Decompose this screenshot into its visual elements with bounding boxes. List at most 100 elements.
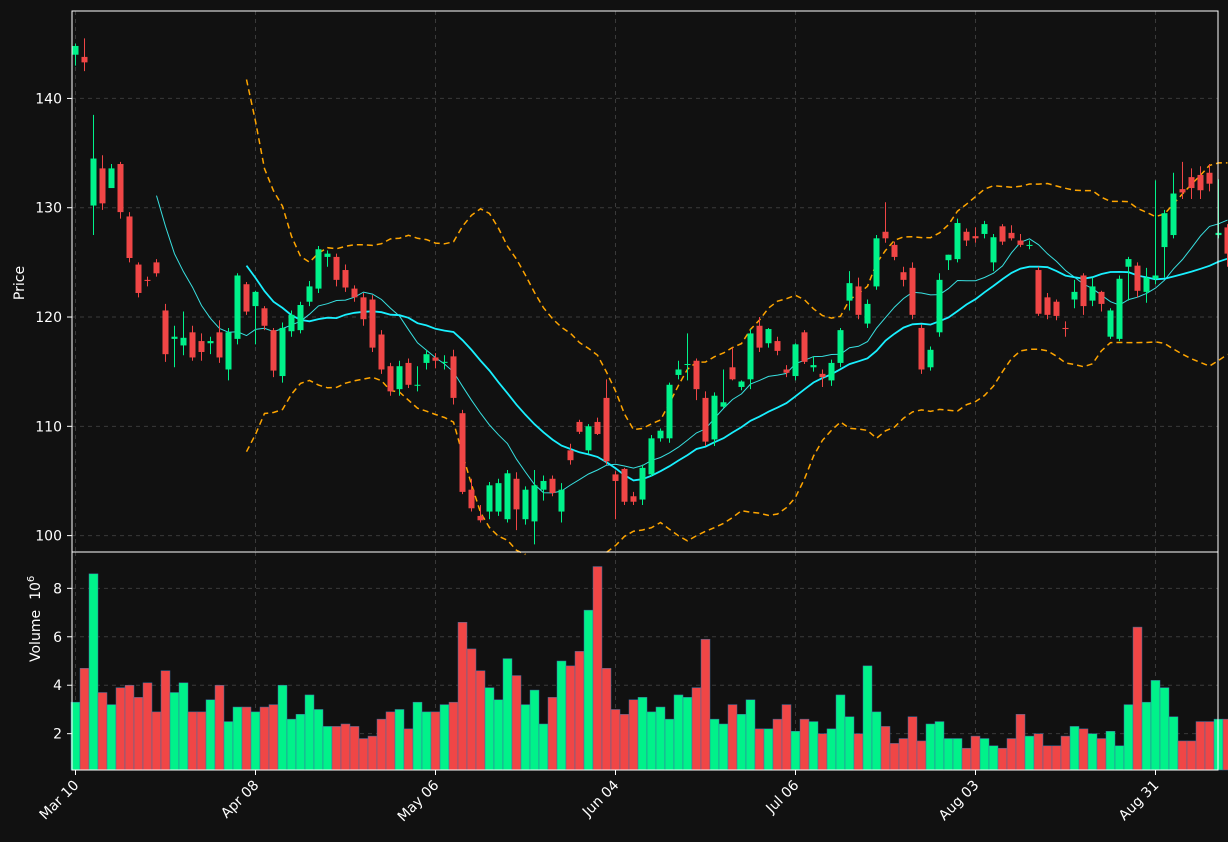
volume-bar xyxy=(133,697,144,771)
volume-bar xyxy=(646,711,657,771)
candle-body xyxy=(1107,310,1114,337)
volume-bar xyxy=(88,573,99,771)
candle-body xyxy=(684,364,691,366)
candle-body xyxy=(918,327,925,370)
volume-bar xyxy=(268,704,279,771)
volume-bar xyxy=(223,721,234,771)
candle-body xyxy=(612,474,619,481)
volume-bar xyxy=(1042,745,1053,771)
volume-bar xyxy=(628,699,639,771)
volume-label-exponent: 6 xyxy=(26,576,37,582)
volume-bar xyxy=(700,638,711,771)
candle-body xyxy=(324,253,331,257)
bollinger-lower xyxy=(245,341,1228,556)
volume-bar xyxy=(196,711,207,771)
candle-body xyxy=(999,226,1006,242)
candle-body xyxy=(1062,327,1069,330)
candle-body xyxy=(936,279,943,333)
candle-body xyxy=(297,304,304,331)
candle-body xyxy=(549,478,556,493)
candle-body xyxy=(72,45,79,55)
bollinger-upper xyxy=(245,79,1228,431)
volume-bar xyxy=(529,689,540,771)
candle-body xyxy=(963,231,970,241)
candle-body xyxy=(729,367,736,380)
price-tick-label: 120 xyxy=(35,310,62,326)
candle-body xyxy=(801,332,808,362)
candle-body xyxy=(909,267,916,315)
volume-bar xyxy=(160,670,171,771)
candle-body xyxy=(927,349,934,368)
candle-body xyxy=(477,515,484,521)
volume-axis: 2 4 6 8 xyxy=(53,581,72,743)
volume-bar xyxy=(313,709,324,771)
volume-bar xyxy=(952,738,963,771)
candle-body xyxy=(747,333,754,380)
volume-bar xyxy=(763,728,774,771)
candle-body xyxy=(1224,227,1228,254)
candle-body xyxy=(81,56,88,63)
volume-bar xyxy=(286,718,297,771)
volume-bar xyxy=(1186,740,1197,771)
volume-bar xyxy=(376,718,387,771)
candle-body xyxy=(261,308,268,326)
candle-body xyxy=(243,284,250,312)
candle-body xyxy=(675,369,682,375)
candle-body xyxy=(855,286,862,315)
volume-bar xyxy=(727,704,738,771)
volume-tick-label: 2 xyxy=(53,727,62,743)
volume-bar xyxy=(1051,745,1062,771)
candle-body xyxy=(1080,275,1087,307)
volume-bar xyxy=(925,723,936,771)
volume-bar xyxy=(403,728,414,771)
candle-body xyxy=(1188,177,1195,189)
candle-body xyxy=(315,249,322,289)
candle-body xyxy=(351,288,358,298)
volume-bar xyxy=(799,718,810,771)
volume-bar xyxy=(844,716,855,771)
candle-body xyxy=(234,275,241,339)
volume-bar xyxy=(394,709,405,771)
candle-body xyxy=(837,330,844,363)
volume-bar xyxy=(1150,680,1161,771)
volume-bar xyxy=(907,716,918,771)
volume-bar xyxy=(1015,714,1026,771)
volume-bar xyxy=(1087,733,1098,771)
volume-bar xyxy=(619,714,630,771)
volume-bar xyxy=(871,711,882,771)
candle-body xyxy=(792,344,799,377)
candle-body xyxy=(972,236,979,239)
candle-body xyxy=(135,264,142,293)
volume-panel-frame xyxy=(71,551,1219,771)
candle-body xyxy=(1197,174,1204,191)
volume-bar xyxy=(979,738,990,771)
volume-bar xyxy=(1033,733,1044,771)
volume-bar xyxy=(385,711,396,771)
candles xyxy=(72,38,1228,545)
volume-bar xyxy=(718,723,729,771)
candle-body xyxy=(630,496,637,502)
volume-bar xyxy=(349,726,360,771)
volume-bar xyxy=(169,692,180,771)
candle-body xyxy=(990,237,997,263)
candle-body xyxy=(207,341,214,344)
candle-body xyxy=(279,327,286,377)
price-axis: 100 110 120 130 140 xyxy=(35,91,72,545)
candle-body xyxy=(1008,232,1015,239)
volume-bar xyxy=(754,728,765,771)
candle-body xyxy=(495,483,502,512)
volume-bar xyxy=(574,651,585,771)
candle-body xyxy=(369,299,376,348)
price-axis-label: Price xyxy=(12,266,28,300)
candle-body xyxy=(900,272,907,280)
volume-bar xyxy=(970,735,981,771)
candle-body xyxy=(1134,265,1141,291)
candle-body xyxy=(450,356,457,398)
candle-body xyxy=(981,224,988,234)
volume-bar xyxy=(178,682,189,771)
candle-body xyxy=(756,325,763,348)
candle-body xyxy=(513,478,520,510)
volume-bar xyxy=(259,706,270,771)
